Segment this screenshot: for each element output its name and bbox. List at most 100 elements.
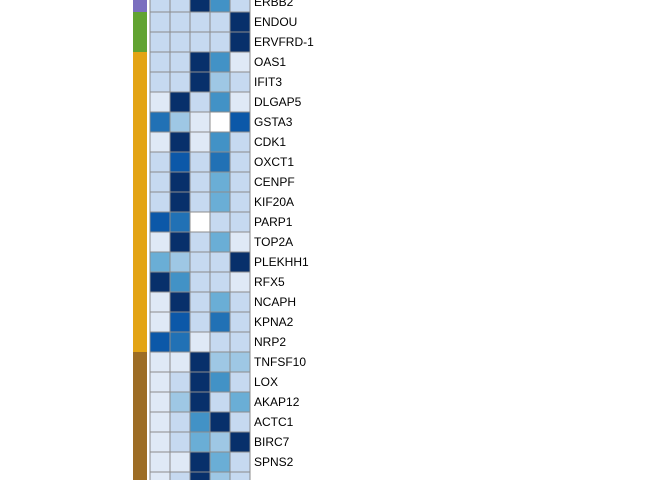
heatmap-cell — [149, 11, 171, 33]
heatmap-cell — [169, 91, 191, 113]
gene-label: DLGAP5 — [254, 95, 302, 109]
heatmap-cell — [209, 131, 231, 153]
heatmap-cell — [209, 271, 231, 293]
heatmap-cell — [149, 311, 171, 333]
heatmap-cell — [229, 151, 251, 173]
group-bar-segment — [133, 232, 147, 252]
heatmap-cell — [149, 411, 171, 433]
heatmap-cell — [149, 171, 171, 193]
heatmap-cell — [229, 411, 251, 433]
heatmap-cell — [169, 71, 191, 93]
heatmap-cell — [169, 291, 191, 313]
heatmap-cell — [229, 431, 251, 453]
heatmap-cell — [229, 71, 251, 93]
heatmap-cell — [189, 311, 211, 333]
heatmap-cell — [189, 91, 211, 113]
heatmap-cell — [229, 371, 251, 393]
group-bar-segment — [133, 312, 147, 332]
group-bar-segment — [133, 112, 147, 132]
heatmap-cell — [189, 431, 211, 453]
group-bar-segment — [133, 392, 147, 412]
heatmap-cell — [209, 31, 231, 53]
group-bar-segment — [133, 172, 147, 192]
gene-label: OXCT1 — [254, 155, 294, 169]
heatmap-cell — [149, 151, 171, 173]
gene-label: RFX5 — [254, 275, 285, 289]
heatmap-cell — [229, 351, 251, 373]
gene-label: TNFSF10 — [254, 355, 306, 369]
heatmap-cell — [169, 11, 191, 33]
heatmap-cell — [149, 31, 171, 53]
heatmap-cell — [209, 291, 231, 313]
heatmap-cell — [229, 51, 251, 73]
heatmap-cell — [209, 391, 231, 413]
heatmap-cell — [189, 51, 211, 73]
heatmap-cell — [229, 311, 251, 333]
gene-label: NCAPH — [254, 295, 296, 309]
heatmap-cell — [189, 411, 211, 433]
heatmap-cell — [229, 331, 251, 353]
heatmap-cell — [149, 331, 171, 353]
heatmap-cell — [209, 411, 231, 433]
heatmap-cell — [189, 331, 211, 353]
heatmap-cell — [209, 111, 231, 133]
group-annotation-bar — [133, 0, 147, 480]
group-bar-segment — [133, 92, 147, 112]
heatmap-cell — [189, 251, 211, 273]
gene-label: OAS1 — [254, 55, 286, 69]
group-bar-segment — [133, 72, 147, 92]
heatmap-cell — [229, 471, 251, 480]
heatmap-cell — [229, 171, 251, 193]
heatmap-cell — [169, 191, 191, 213]
heatmap-cell — [229, 291, 251, 313]
heatmap-cell — [229, 91, 251, 113]
group-bar-segment — [133, 252, 147, 272]
heatmap-cell — [229, 211, 251, 233]
heatmap-cell — [209, 311, 231, 333]
heatmap-cell — [149, 271, 171, 293]
heatmap-cell — [149, 291, 171, 313]
group-bar-segment — [133, 0, 147, 12]
group-bar-segment — [133, 452, 147, 472]
gene-label: ERVFRD-1 — [254, 35, 314, 49]
heatmap-cell — [149, 191, 171, 213]
heatmap-cell — [229, 451, 251, 473]
heatmap-cell — [209, 431, 231, 453]
heatmap-cell — [169, 0, 191, 13]
group-bar-segment — [133, 272, 147, 292]
heatmap-cell — [169, 171, 191, 193]
heatmap-cell — [209, 0, 231, 13]
heatmap-cell — [169, 411, 191, 433]
heatmap-cell — [189, 0, 211, 13]
heatmap-cell — [189, 371, 211, 393]
heatmap-cell — [229, 231, 251, 253]
heatmap-cell — [149, 211, 171, 233]
heatmap-cell — [209, 191, 231, 213]
gene-label: TOP2A — [254, 235, 293, 249]
heatmap-cell — [149, 431, 171, 453]
heatmap-cell — [149, 131, 171, 153]
heatmap-cell — [189, 131, 211, 153]
heatmap-cell — [209, 51, 231, 73]
heatmap-cell — [229, 131, 251, 153]
heatmap-cell — [169, 451, 191, 473]
heatmap-cell — [209, 471, 231, 480]
heatmap-cell — [169, 31, 191, 53]
gene-label: LOX — [254, 375, 278, 389]
group-bar-segment — [133, 352, 147, 372]
heatmap-cell — [209, 351, 231, 373]
heatmap-cell — [169, 151, 191, 173]
heatmap-cell — [189, 111, 211, 133]
gene-label: PARP1 — [254, 215, 293, 229]
heatmap-cell — [209, 71, 231, 93]
gene-label: SPNS2 — [254, 455, 294, 469]
heatmap-cell — [189, 11, 211, 33]
group-bar-segment — [133, 212, 147, 232]
heatmap-cell — [189, 191, 211, 213]
heatmap-cell — [169, 471, 191, 480]
heatmap-cell — [149, 391, 171, 413]
heatmap-cell — [209, 151, 231, 173]
group-bar-segment — [133, 292, 147, 312]
gene-label: CENPF — [254, 175, 295, 189]
